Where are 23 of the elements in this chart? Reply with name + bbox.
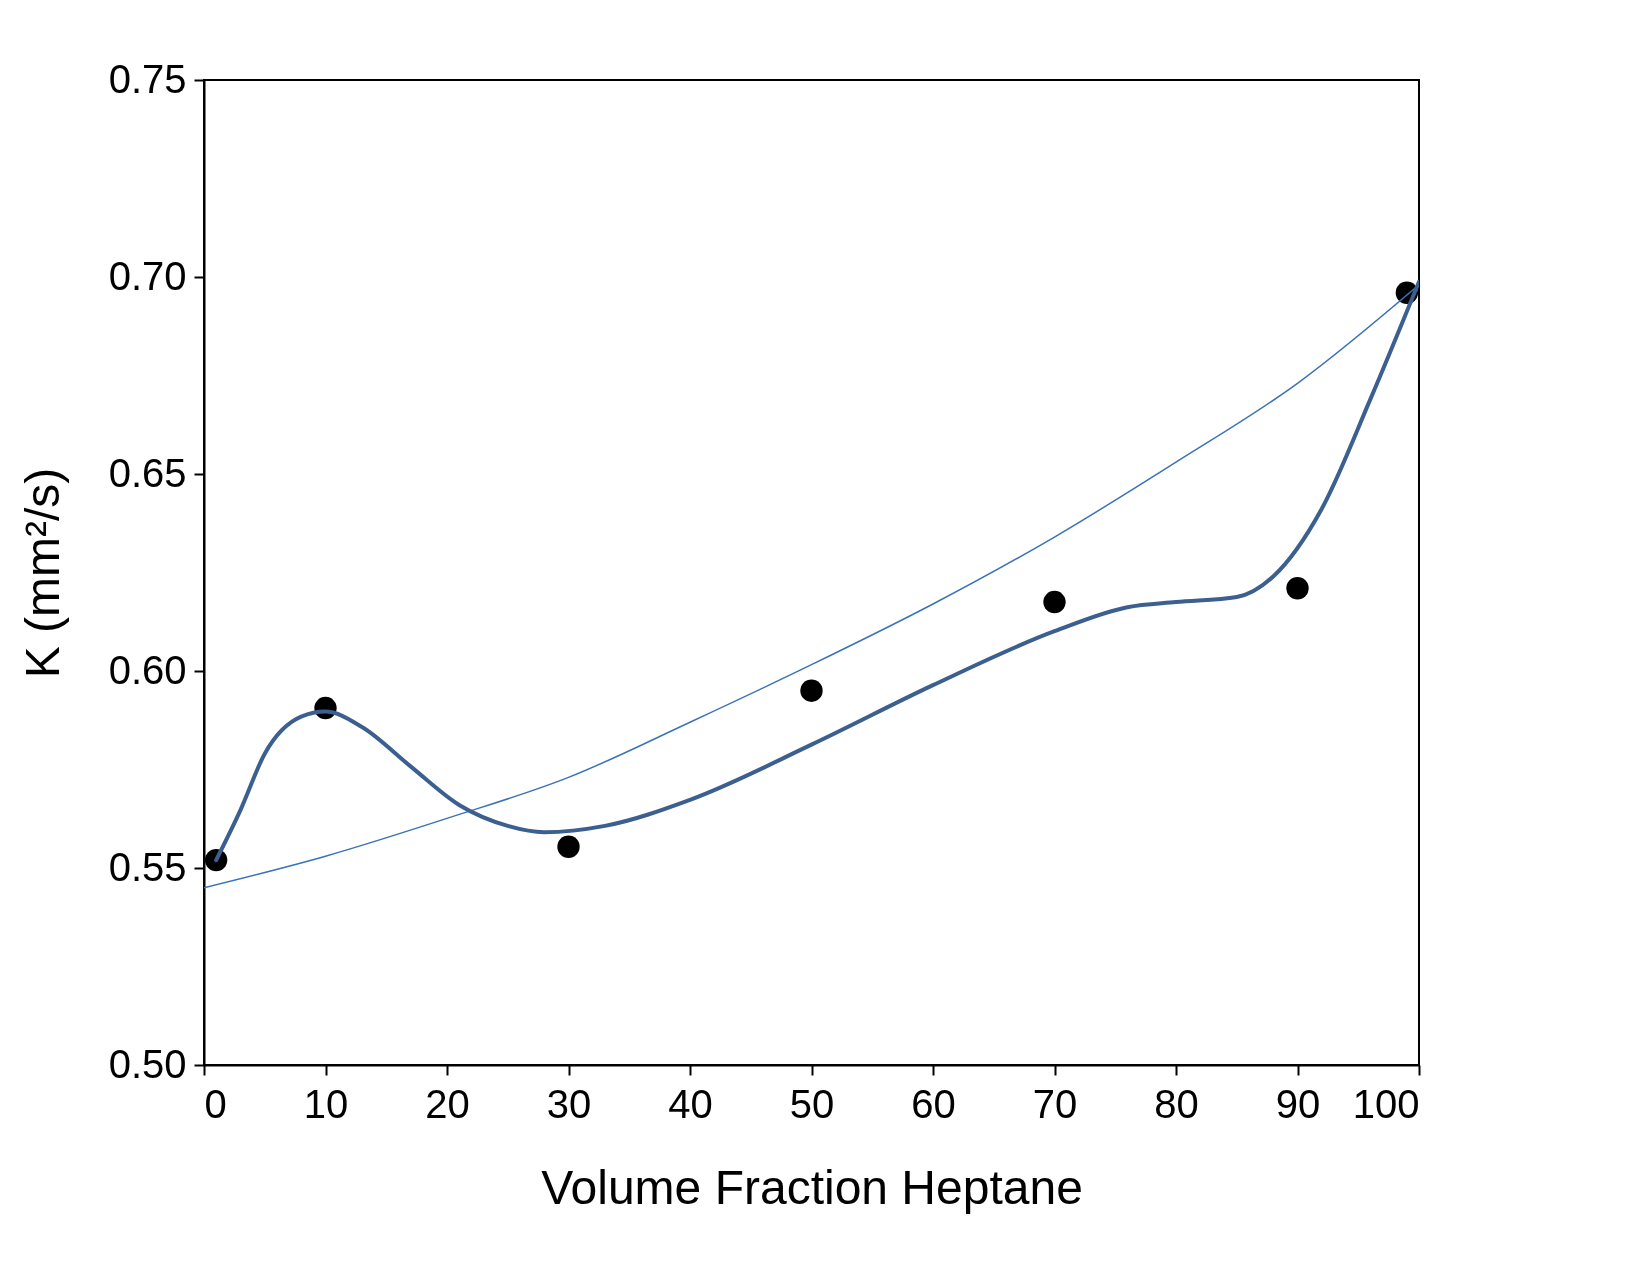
y-tick-label: 0.70 [108, 253, 187, 298]
y-tick-label: 0.50 [108, 1041, 187, 1086]
point [800, 679, 823, 702]
x-tick-label: 20 [425, 1081, 470, 1126]
x-tick-label: 50 [789, 1081, 835, 1126]
x-tick-label: 60 [911, 1081, 956, 1126]
point [557, 835, 580, 858]
y-tick-label: 0.55 [108, 844, 187, 889]
x-tick-label: 90 [1275, 1081, 1321, 1126]
x-tick-label: 80 [1154, 1081, 1199, 1126]
x-tick-label: 10 [303, 1081, 349, 1126]
y-tick-label: 0.60 [108, 647, 187, 692]
x-axis-title: Volume Fraction Heptane [541, 1160, 1083, 1214]
point [1043, 590, 1066, 614]
y-axis-title: K (mm²/s) [15, 467, 69, 679]
x-tick-label: 100 [1352, 1081, 1420, 1126]
x-tick-label: 70 [1032, 1081, 1078, 1126]
point [1286, 577, 1309, 600]
x-tick-label: 0 [204, 1081, 227, 1126]
y-tick-label: 0.65 [108, 450, 187, 495]
x-tick-label: 30 [546, 1081, 592, 1126]
x-tick-label: 40 [668, 1081, 713, 1126]
y-tick-label: 0.75 [108, 56, 187, 101]
